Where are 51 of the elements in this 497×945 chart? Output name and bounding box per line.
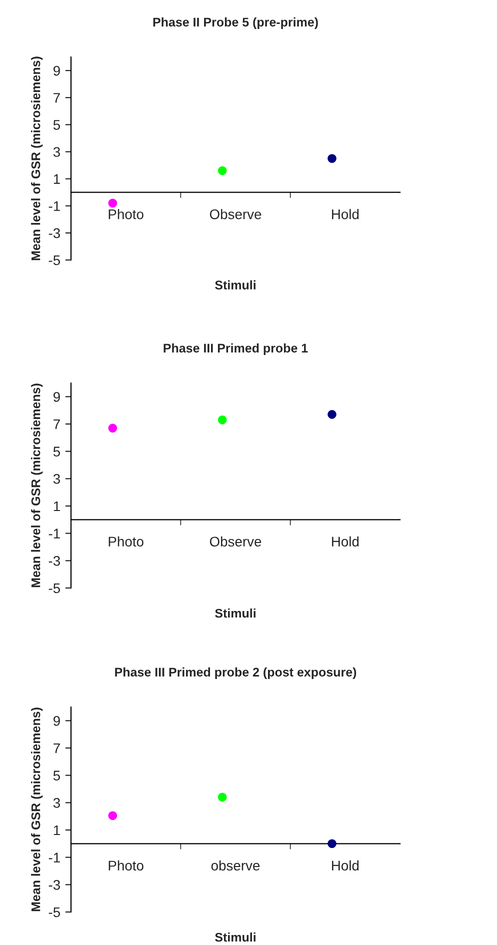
y-tick-label: -1 bbox=[48, 852, 60, 862]
y-tick-label: -3 bbox=[48, 556, 60, 566]
y-axis-title: Mean level of GSR (microsiemens) bbox=[31, 384, 43, 588]
y-tick-label: 1 bbox=[54, 501, 60, 512]
x-tick-label: Photo bbox=[108, 860, 144, 871]
point bbox=[218, 792, 227, 802]
y-tick-label: 9 bbox=[54, 66, 60, 76]
y-tick-label: 5 bbox=[53, 446, 60, 457]
y-tick-label: 7 bbox=[54, 743, 60, 754]
y-tick-label: -3 bbox=[48, 228, 60, 238]
y-tick-label: 1 bbox=[54, 174, 60, 184]
y-tick-label: -1 bbox=[48, 528, 60, 538]
y-tick-label: 7 bbox=[54, 93, 60, 103]
point bbox=[108, 424, 118, 432]
point bbox=[328, 839, 336, 848]
y-tick-label: 9 bbox=[54, 716, 60, 726]
y-tick-label: -5 bbox=[48, 255, 60, 266]
y-axis-title: Mean level of GSR (microsiemens) bbox=[31, 708, 43, 912]
point bbox=[218, 166, 227, 176]
x-tick-label: Hold bbox=[332, 536, 359, 547]
x-tick-label: observe bbox=[211, 860, 260, 871]
x-axis-title: Stimuli bbox=[215, 608, 256, 618]
y-tick-label: 5 bbox=[53, 120, 60, 130]
point bbox=[108, 198, 118, 208]
y-tick-label: -1 bbox=[48, 201, 60, 211]
y-axis-title: Mean level of GSR (microsiemens) bbox=[31, 56, 43, 260]
point bbox=[108, 811, 118, 820]
y-tick-label: 3 bbox=[53, 147, 60, 157]
point bbox=[218, 416, 227, 424]
x-tick-label: Hold bbox=[332, 209, 359, 220]
y-tick-label: 7 bbox=[54, 419, 60, 430]
x-tick-label: Photo bbox=[108, 536, 144, 547]
x-tick-label: Hold bbox=[332, 860, 359, 871]
x-axis-title: Stimuli bbox=[215, 932, 256, 942]
chart-title: Phase III Primed probe 2 (post exposure) bbox=[115, 667, 356, 680]
x-axis-title: Stimuli bbox=[215, 280, 256, 290]
y-tick-label: 1 bbox=[54, 825, 60, 836]
y-tick-label: -3 bbox=[48, 880, 60, 890]
y-tick-label: -5 bbox=[48, 583, 60, 594]
point bbox=[328, 154, 336, 163]
y-tick-label: 9 bbox=[54, 392, 60, 402]
y-tick-label: -5 bbox=[48, 907, 60, 918]
point bbox=[328, 410, 336, 419]
y-tick-label: 3 bbox=[53, 798, 60, 808]
x-tick-label: Photo bbox=[108, 209, 144, 220]
x-tick-label: Observe bbox=[210, 536, 262, 547]
chart-title: Phase III Primed probe 1 bbox=[164, 343, 308, 356]
y-tick-label: 3 bbox=[53, 474, 60, 484]
y-tick-label: 5 bbox=[53, 770, 60, 781]
chart-title: Phase II Probe 5 (pre-prime) bbox=[153, 17, 318, 30]
x-tick-label: Observe bbox=[210, 209, 262, 220]
